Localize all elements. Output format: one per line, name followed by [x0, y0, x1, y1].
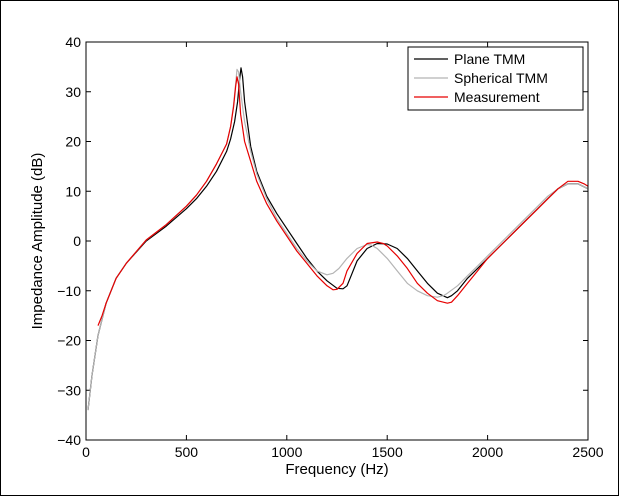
- series-line-plane-tmm: [87, 67, 589, 411]
- x-tick-label: 0: [82, 444, 90, 460]
- tick-label-layer: 0 500 1000 1500 2000 2500 −40 −30 −20 −10 0 10 20 30 4…: [57, 34, 604, 460]
- y-axis-label: Impedance Amplitude (dB): [29, 153, 46, 330]
- y-tick-label: 0: [73, 233, 81, 249]
- series-layer: [87, 67, 589, 411]
- y-tick-label: −10: [57, 283, 81, 299]
- series-line-spherical-tmm: [87, 68, 589, 411]
- y-tick-label: 30: [65, 84, 81, 100]
- y-tick-label: −40: [57, 432, 81, 448]
- x-axis-label: Frequency (Hz): [285, 461, 388, 478]
- legend-label-spherical-tmm: Spherical TMM: [454, 70, 548, 86]
- x-tick-label: 1000: [271, 444, 302, 460]
- plot-area-border: [85, 41, 589, 441]
- y-tick-label: 20: [65, 134, 81, 150]
- y-tick-label: −20: [57, 333, 81, 349]
- series-line-measurement: [97, 76, 589, 326]
- y-tick-label: 40: [65, 34, 81, 50]
- legend-label-measurement: Measurement: [454, 89, 540, 105]
- x-tick-label: 2500: [572, 444, 603, 460]
- x-tick-label: 500: [175, 444, 199, 460]
- x-tick-label: 2000: [472, 444, 503, 460]
- y-tick-label: −30: [57, 382, 81, 398]
- legend-label-plane-tmm: Plane TMM: [454, 51, 525, 67]
- legend: Plane TMM Spherical TMM Measurement: [407, 46, 584, 111]
- y-tick-label: 10: [65, 183, 81, 199]
- legend-entries: Plane TMM Spherical TMM Measurement: [414, 51, 548, 105]
- x-tick-label: 1500: [372, 444, 403, 460]
